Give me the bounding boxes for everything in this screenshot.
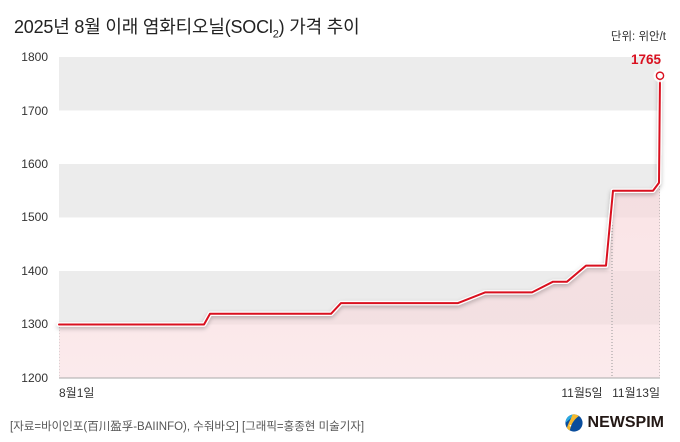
- svg-text:1700: 1700: [21, 104, 48, 118]
- svg-text:8월1일: 8월1일: [59, 386, 94, 400]
- svg-text:11월5일: 11월5일: [561, 386, 602, 400]
- svg-text:1800: 1800: [21, 50, 48, 64]
- svg-text:1500: 1500: [21, 210, 48, 224]
- svg-text:1200: 1200: [21, 371, 48, 385]
- svg-text:11월13일: 11월13일: [612, 386, 660, 400]
- svg-text:1765: 1765: [631, 52, 662, 67]
- svg-text:1300: 1300: [21, 317, 48, 331]
- svg-text:1600: 1600: [21, 157, 48, 171]
- svg-text:1400: 1400: [21, 264, 48, 278]
